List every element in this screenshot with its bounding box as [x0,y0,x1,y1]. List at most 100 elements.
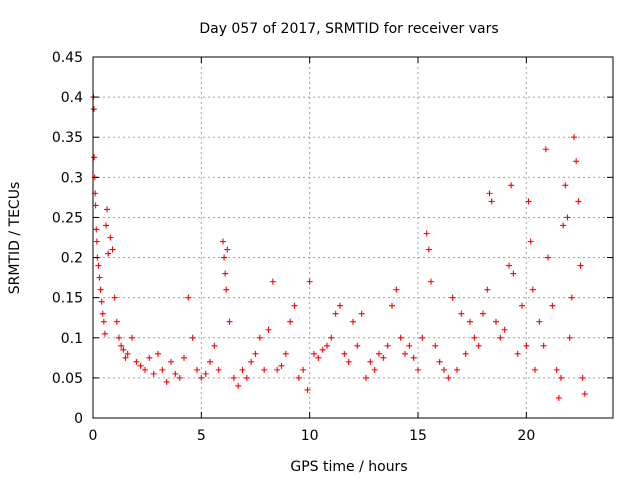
data-point [111,294,118,301]
data-point [95,262,102,269]
data-point [185,294,192,301]
data-point [545,254,551,261]
y-tick-label: 0.45 [52,50,83,66]
data-point [120,346,127,353]
y-tick-label: 0.4 [61,90,83,106]
data-point [542,146,549,153]
data-point [91,154,98,161]
data-point [462,350,469,357]
data-point [475,342,482,349]
data-point [358,310,365,317]
data-point [376,350,382,357]
data-point [172,370,179,377]
data-point [501,326,508,333]
data-point [226,318,233,325]
data-point [265,326,272,333]
y-tick-label: 0 [74,411,83,427]
data-point [155,350,161,357]
data-point [332,310,339,317]
data-point [97,286,104,293]
y-tick-label: 0.1 [61,331,83,347]
x-tick-label: 15 [409,428,427,444]
data-point [506,262,512,269]
data-point [181,354,187,361]
data-point [568,294,575,301]
data-point [523,342,530,349]
data-point [486,190,493,197]
data-point [449,294,456,301]
data-point [239,366,246,373]
data-point [564,214,571,221]
data-point [150,370,157,377]
data-point [436,358,443,365]
data-point [488,198,495,205]
data-point [428,278,434,285]
data-point [93,226,100,233]
data-point [168,358,174,365]
data-point [261,366,268,373]
data-point [311,350,317,357]
data-point [579,374,586,381]
axis-ticks: 0 0.05 0.1 0.15 0.2 0.25 0.3 0.35 0.4 0.45 0 5 10 15 2… [52,50,613,444]
data-point [493,318,499,325]
data-point [291,302,298,309]
data-point [207,358,213,365]
data-point [224,246,231,253]
data-point [116,334,122,341]
data-point [350,318,356,325]
y-tick-label: 0.3 [61,170,83,186]
data-point [96,274,103,281]
data-point [256,334,263,341]
data-point [159,366,166,373]
y-axis-label: SRMTID / TECUs [7,182,23,295]
y-tick-label: 0.25 [52,210,83,226]
data-point [198,374,205,381]
data-point [484,286,491,293]
data-point [202,370,209,377]
data-point [324,342,330,349]
data-point [354,342,361,349]
data-point [287,318,294,325]
data-point [215,366,222,373]
data-point [142,366,148,373]
x-tick-label: 20 [517,428,535,444]
data-point [306,278,313,285]
data-point [109,246,116,253]
data-point [419,334,426,341]
data-point [573,158,580,165]
data-point [553,366,560,373]
data-point [393,286,400,293]
data-point [581,390,588,397]
data-point [577,262,584,269]
data-point [575,198,582,205]
data-point [445,374,452,381]
data-point [558,374,564,381]
data-point [118,342,125,349]
data-point [104,206,111,213]
data-point [101,330,108,337]
data-point [519,302,525,309]
data-point [230,374,237,381]
data-point [278,362,285,369]
data-point [274,366,281,373]
data-point [122,354,129,361]
data-point [532,366,538,373]
data-point [380,354,387,361]
data-point [527,238,534,245]
data-point [137,362,144,369]
data-point [566,334,573,341]
data-point [124,350,131,357]
data-point [222,270,229,277]
data-point [536,318,543,325]
data-point [384,342,391,349]
data-point [555,394,562,401]
data-point [423,230,430,237]
data-point [425,246,432,253]
data-point [107,234,114,241]
data-point [252,350,259,357]
data-point [113,318,120,325]
data-point [133,358,140,365]
data-point [337,302,343,309]
data-point [562,182,569,189]
